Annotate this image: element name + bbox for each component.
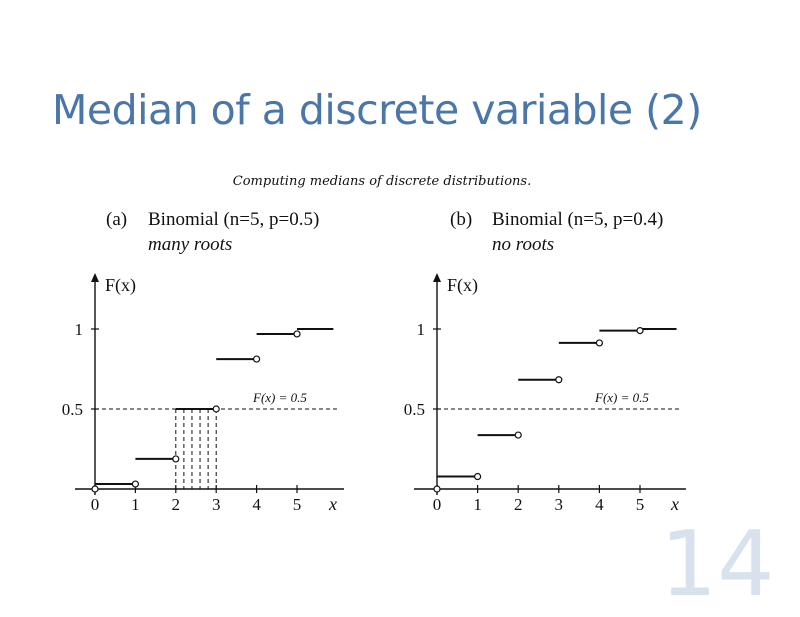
cdf-open-point — [131, 480, 139, 488]
cdf-open-point — [514, 431, 522, 439]
y-axis-arrow — [91, 273, 99, 282]
cdf-open-point — [293, 330, 301, 338]
x-tick-label: 5 — [293, 495, 302, 514]
cdf-open-point — [433, 485, 441, 493]
cdf-open-point — [91, 485, 99, 493]
x-tick-label: 4 — [595, 495, 604, 514]
cdf-open-point — [474, 472, 482, 481]
x-tick-label: 1 — [131, 495, 140, 514]
x-axis-label: x — [328, 494, 337, 514]
cdf-open-point — [555, 376, 563, 384]
y-axis-label: F(x) — [447, 275, 478, 296]
page-number: 14 — [660, 512, 775, 617]
y-tick-label: 1 — [417, 320, 426, 339]
x-tick-label: 4 — [252, 495, 261, 514]
panel-a-label: (a) — [106, 209, 128, 230]
y-axis-label: F(x) — [105, 275, 136, 296]
cdf-open-point — [253, 355, 261, 363]
panel-b-subtitle: no roots — [492, 234, 555, 255]
x-tick-label: 5 — [636, 495, 645, 514]
x-tick-label: 1 — [473, 495, 482, 514]
x-axis-label: x — [670, 494, 679, 514]
x-tick-label: 2 — [514, 495, 523, 514]
x-tick-label: 0 — [91, 495, 100, 514]
chart-panel-a: 0.5 1 0 1 2 3 4 5 x F(x) F(x) = 0.5 — [62, 273, 344, 514]
y-tick-label: 1 — [75, 320, 84, 339]
x-tick-label: 2 — [172, 495, 181, 514]
x-tick-label: 3 — [555, 495, 564, 514]
reference-line-label: F(x) = 0.5 — [594, 390, 649, 405]
y-tick-label: 0.5 — [62, 400, 83, 419]
panel-a-subtitle: many roots — [148, 234, 233, 255]
figure-caption: Computing medians of discrete distributi… — [232, 174, 532, 189]
panel-a-heading: (a) Binomial (n=5, p=0.5) many roots — [106, 207, 319, 257]
reference-line-label: F(x) = 0.5 — [252, 390, 307, 405]
y-axis-arrow — [433, 273, 441, 282]
cdf-open-point — [212, 405, 220, 413]
x-tick-label: 3 — [212, 495, 221, 514]
cdf-open-point — [595, 339, 604, 347]
panel-b-heading: (b) Binomial (n=5, p=0.4) no roots — [450, 207, 663, 257]
panel-a-title: Binomial (n=5, p=0.5) — [148, 209, 320, 230]
y-tick-label: 0.5 — [404, 400, 425, 419]
cdf-figure: 0.5 1 0 1 2 3 4 5 x F(x) F(x) = 0.5 0.5 1 0 1 2 3 4 5 x F(x)… — [62, 273, 686, 514]
panel-b-label: (b) — [450, 209, 473, 230]
cdf-open-point — [172, 455, 180, 463]
panel-b-title: Binomial (n=5, p=0.4) — [492, 209, 664, 230]
cdf-open-point — [636, 327, 644, 335]
slide-title: Median of a discrete variable (2) — [52, 86, 702, 134]
chart-panel-b: 0.5 1 0 1 2 3 4 5 x F(x) F(x) = 0.5 — [404, 273, 686, 514]
x-tick-label: 0 — [433, 495, 442, 514]
